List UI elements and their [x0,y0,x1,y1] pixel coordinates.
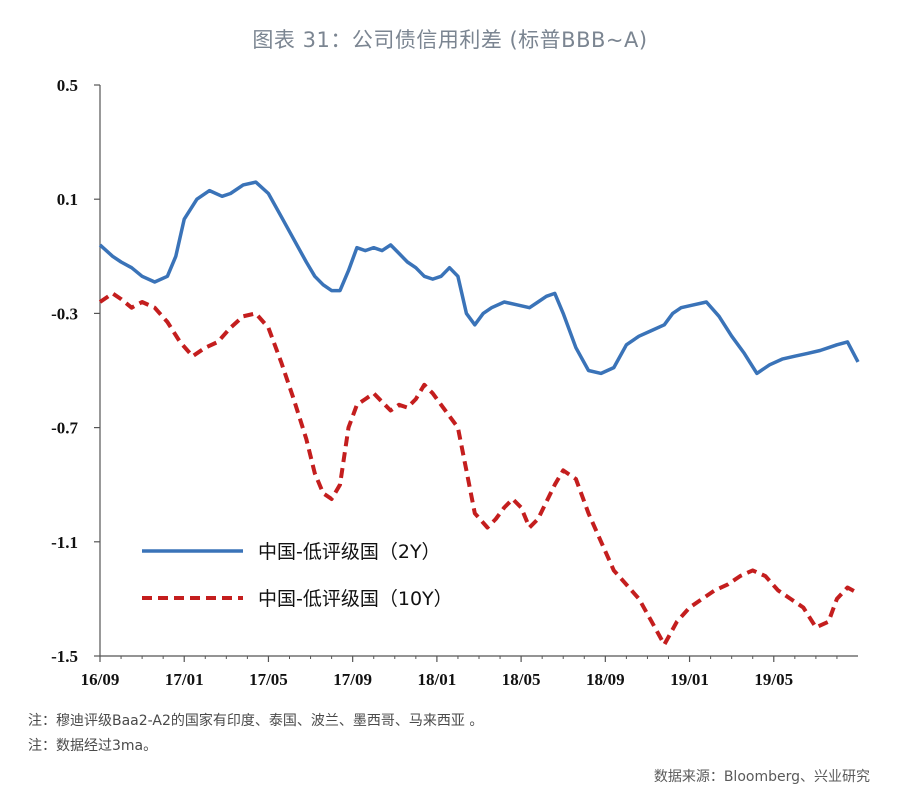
legend-item-10y-label: 中国-低评级国（10Y） [258,588,453,610]
x-tick-label: 19/05 [754,670,793,689]
x-tick-label: 19/01 [670,670,709,689]
y-tick-label: -1.5 [51,647,78,666]
series-line-2y [98,180,860,376]
axes: 0.5 0.1 -0.3 -0.7 -1.1 -1.516/09 17/01 17/05 17/… [51,76,858,689]
y-tick-label: 0.1 [57,190,78,209]
x-tick-label: 18/01 [418,670,457,689]
series-layer [98,180,860,647]
x-tick-label: 17/09 [333,670,372,689]
x-tick-label: 17/01 [165,670,204,689]
x-tick-label: 18/09 [586,670,625,689]
y-tick-label: -1.1 [51,533,78,552]
source-text: 数据来源：Bloomberg、兴业研究 [653,769,870,785]
x-tick-label: 16/09 [81,670,120,689]
note-countries: 注：穆迪评级Baa2-A2的国家有印度、泰国、波兰、墨西哥、马来西亚 。 [28,713,484,729]
legend-item-2y-label: 中国-低评级国（2Y） [258,541,441,563]
y-tick-label: -0.3 [51,304,78,323]
y-tick-label: -0.7 [51,419,78,438]
y-tick-label: 0.5 [57,76,78,95]
x-tick-label: 18/05 [502,670,541,689]
legend: 中国-低评级国（2Y） 中国-低评级国（10Y） [142,541,453,610]
series-line-10y [98,291,859,647]
note-smoothing: 注：数据经过3ma。 [28,738,158,754]
chart-title: 图表 31：公司债信用利差 (标普BBB~A) [252,28,648,52]
x-tick-label: 17/05 [249,670,288,689]
